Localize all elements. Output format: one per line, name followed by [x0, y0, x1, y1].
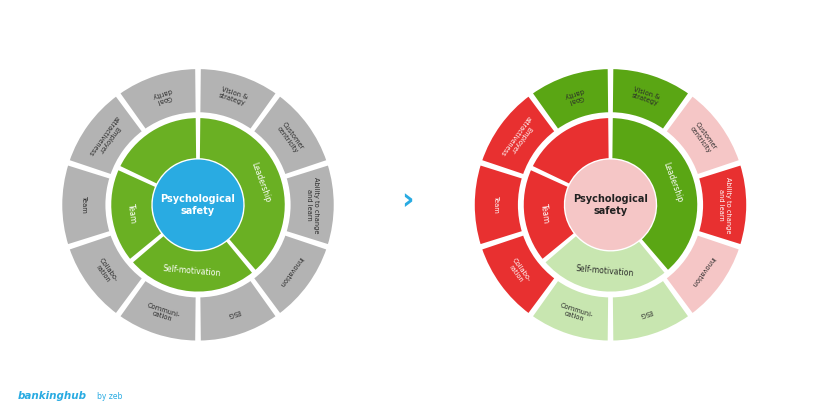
Text: Collabo-
ration: Collabo- ration	[505, 257, 531, 287]
Text: Self-motivation: Self-motivation	[575, 264, 634, 278]
Text: ESG: ESG	[639, 308, 653, 319]
Text: Vision &
strategy: Vision & strategy	[218, 86, 248, 107]
Wedge shape	[697, 164, 747, 246]
Text: Customer
centricity: Customer centricity	[688, 121, 718, 155]
Wedge shape	[252, 95, 328, 176]
Wedge shape	[531, 279, 610, 342]
Wedge shape	[199, 279, 277, 342]
Wedge shape	[611, 117, 699, 272]
Text: Customer
centricity: Customer centricity	[276, 121, 305, 155]
Wedge shape	[285, 164, 335, 246]
Text: Leadership: Leadership	[662, 161, 685, 204]
Text: ›: ›	[401, 186, 414, 215]
Wedge shape	[119, 279, 197, 342]
Wedge shape	[665, 95, 741, 176]
Text: Team: Team	[539, 203, 550, 224]
Wedge shape	[474, 164, 524, 246]
Text: Communi-
cation: Communi- cation	[144, 302, 181, 325]
Wedge shape	[68, 234, 144, 315]
Text: bankinghub: bankinghub	[18, 391, 87, 401]
Text: Innovation: Innovation	[277, 256, 303, 288]
Wedge shape	[611, 68, 690, 130]
Wedge shape	[531, 68, 610, 130]
Wedge shape	[110, 168, 163, 261]
Wedge shape	[480, 95, 556, 176]
Text: Employer
attractiveness: Employer attractiveness	[499, 115, 537, 161]
Wedge shape	[531, 117, 610, 185]
Text: Ability to change
and learn: Ability to change and learn	[718, 176, 731, 233]
Wedge shape	[480, 234, 556, 315]
Text: Goal
clarity: Goal clarity	[151, 87, 175, 106]
Text: Team: Team	[126, 203, 138, 224]
Wedge shape	[665, 234, 741, 315]
Wedge shape	[119, 117, 197, 185]
Wedge shape	[199, 117, 286, 272]
Wedge shape	[544, 234, 667, 293]
Text: Self-motivation: Self-motivation	[163, 264, 222, 278]
Text: Psychological
safety: Psychological safety	[161, 194, 235, 216]
Text: Ability to change
and learn: Ability to change and learn	[305, 176, 318, 233]
Text: Goal
clarity: Goal clarity	[563, 87, 587, 106]
Wedge shape	[522, 168, 576, 261]
Text: Team: Team	[81, 196, 87, 214]
Text: Employer
attractiveness: Employer attractiveness	[87, 115, 125, 161]
Wedge shape	[61, 164, 111, 246]
Text: Collabo-
ration: Collabo- ration	[92, 257, 119, 287]
Text: Leadership: Leadership	[249, 161, 272, 204]
Text: by zeb: by zeb	[97, 392, 123, 401]
Text: Team: Team	[493, 196, 499, 214]
Text: Vision &
strategy: Vision & strategy	[630, 86, 661, 107]
Wedge shape	[611, 279, 690, 342]
Circle shape	[153, 160, 243, 250]
Wedge shape	[131, 234, 254, 293]
Wedge shape	[199, 68, 277, 130]
Wedge shape	[252, 234, 328, 315]
Wedge shape	[68, 95, 144, 176]
Text: ESG: ESG	[226, 308, 241, 319]
Text: Communi-
cation: Communi- cation	[557, 302, 593, 325]
Circle shape	[565, 160, 656, 250]
Text: Psychological
safety: Psychological safety	[573, 194, 648, 216]
Wedge shape	[119, 68, 197, 130]
Text: Innovation: Innovation	[690, 256, 715, 288]
